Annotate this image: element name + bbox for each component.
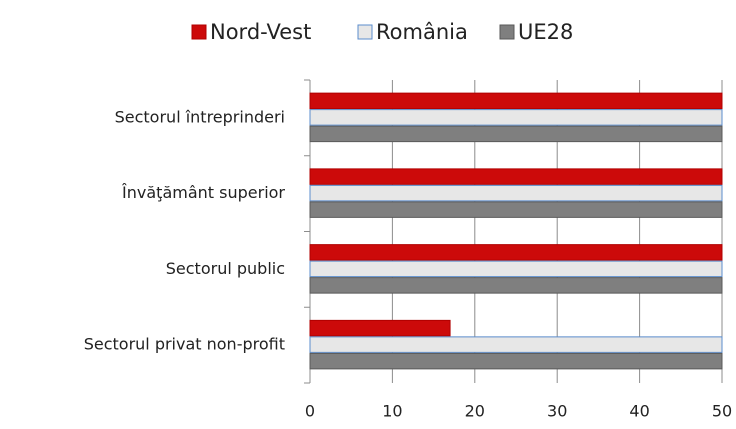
legend-swatch xyxy=(499,24,515,40)
bar xyxy=(309,319,451,337)
bar xyxy=(309,184,723,202)
y-tick-label: Învăţământ superior xyxy=(121,183,285,202)
legend-label: Nord-Vest xyxy=(210,20,311,44)
y-tick-label: Sectorul întreprinderi xyxy=(115,107,285,126)
x-tick-label: 10 xyxy=(382,402,402,421)
bar xyxy=(309,352,723,370)
legend-label: România xyxy=(376,20,468,44)
bar xyxy=(309,92,723,110)
y-tick-label: Sectorul privat non-profit xyxy=(84,335,285,354)
bar xyxy=(309,336,723,353)
bar xyxy=(309,201,723,218)
x-tick-label: 50 xyxy=(712,402,732,421)
x-tick-label: 0 xyxy=(305,402,315,421)
bar xyxy=(309,244,723,261)
x-tick-label: 20 xyxy=(465,402,485,421)
y-tick-label: Sectorul public xyxy=(166,259,285,278)
bar xyxy=(309,277,723,294)
legend-label: UE28 xyxy=(518,20,573,44)
legend-swatch xyxy=(357,24,373,40)
bar xyxy=(309,109,723,126)
bar xyxy=(309,125,723,143)
x-tick-label: 40 xyxy=(629,402,649,421)
x-tick-label: 30 xyxy=(547,402,567,421)
bar xyxy=(309,168,723,185)
legend-swatch xyxy=(191,24,207,40)
bar xyxy=(309,260,723,278)
